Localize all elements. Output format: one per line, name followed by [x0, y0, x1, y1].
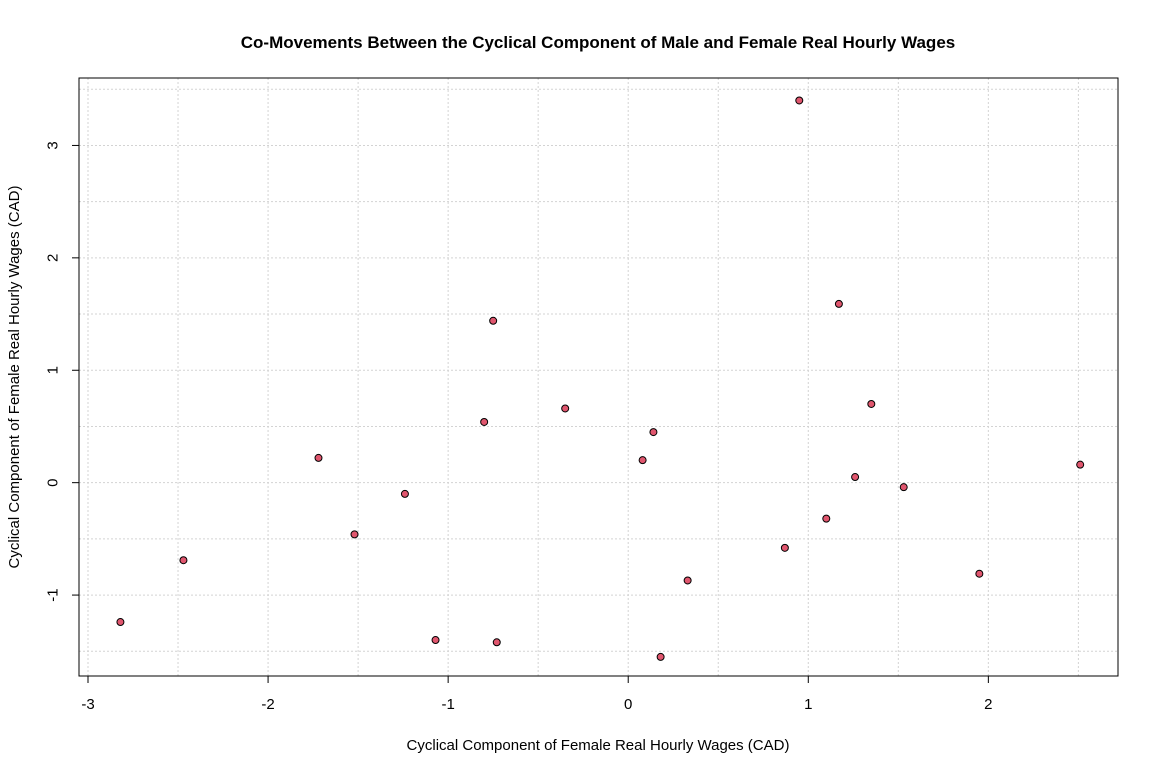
data-point: [899, 483, 908, 492]
data-point: [975, 569, 984, 578]
y-tick-label: 0: [44, 478, 61, 486]
y-axis: -1 0 1 2 3: [44, 141, 80, 602]
data-point: [1076, 460, 1085, 469]
x-tick-label: -2: [261, 696, 274, 713]
data-point: [649, 428, 658, 437]
data-point: [795, 96, 804, 105]
plot-frame: [78, 77, 1119, 677]
data-point: [822, 514, 831, 523]
data-point: [350, 530, 359, 539]
data-point: [834, 299, 843, 308]
x-tick-label: -3: [81, 696, 94, 713]
data-point: [431, 636, 440, 645]
x-tick-label: -1: [441, 696, 454, 713]
x-axis: -3 -2 -1 0 1 2: [81, 675, 993, 713]
data-point: [561, 404, 570, 413]
data-point: [492, 638, 501, 647]
x-tick-label: 2: [984, 696, 992, 713]
y-tick-label: 2: [44, 254, 61, 262]
data-point: [780, 543, 789, 552]
data-point: [179, 556, 188, 565]
y-axis-label: Cyclical Component of Female Real Hourly…: [6, 186, 23, 569]
data-point: [656, 652, 665, 661]
x-tick-label: 1: [804, 696, 812, 713]
data-point: [314, 453, 323, 462]
x-axis-label: Cyclical Component of Female Real Hourly…: [407, 737, 790, 754]
data-point: [489, 316, 498, 325]
data-point: [851, 473, 860, 482]
chart-title: Co-Movements Between the Cyclical Compon…: [241, 33, 955, 52]
x-tick-label: 0: [624, 696, 632, 713]
data-point: [683, 576, 692, 585]
y-tick-label: 3: [44, 141, 61, 149]
data-point: [638, 456, 647, 465]
data-point: [116, 618, 125, 627]
y-tick-label: -1: [44, 588, 61, 601]
data-point: [480, 417, 489, 426]
data-point: [867, 399, 876, 408]
data-point: [400, 489, 409, 498]
y-tick-label: 1: [44, 366, 61, 374]
data-points: [116, 96, 1085, 661]
grid-lines: [79, 78, 1118, 676]
